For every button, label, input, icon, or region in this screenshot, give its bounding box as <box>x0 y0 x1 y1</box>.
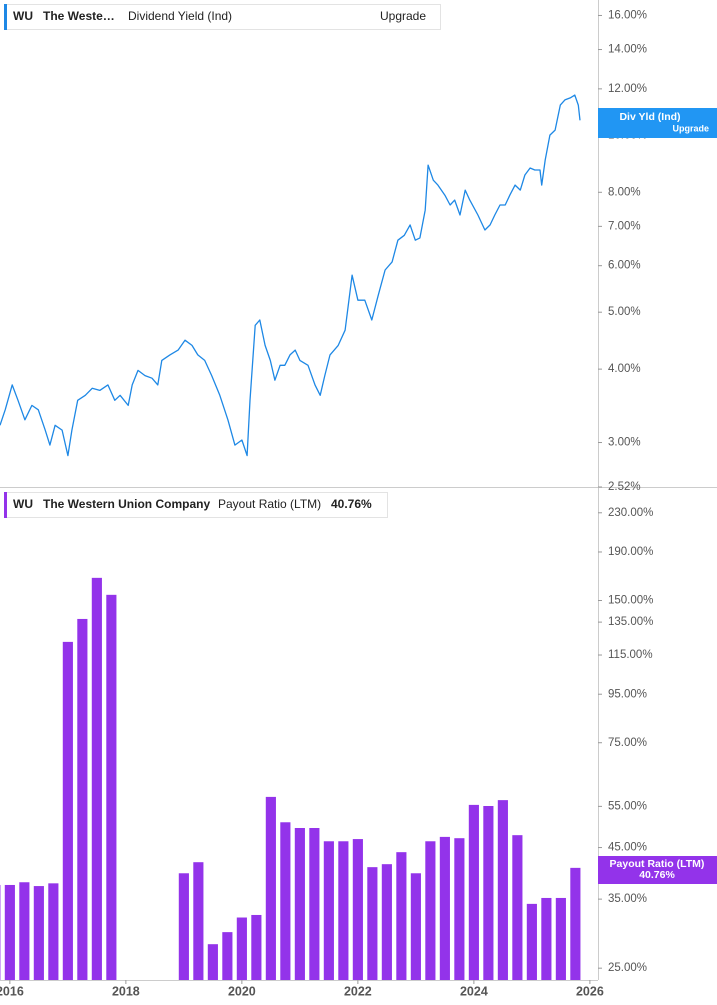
bar <box>48 883 59 980</box>
x-tick-label: 2024 <box>460 984 488 998</box>
badge-top: Div Yld (Ind) Upgrade <box>598 108 717 138</box>
y-tick-label: 150.00% <box>608 595 653 607</box>
y-tick-label: 3.00% <box>608 437 641 449</box>
legend-entry: Payout Ratio (LTM) <box>218 497 321 511</box>
bar <box>396 852 407 980</box>
badge-label: Div Yld (Ind) <box>619 111 680 123</box>
badge-value: 40.76% <box>639 869 675 881</box>
bar <box>106 594 117 980</box>
x-tick-label: 2022 <box>344 984 372 998</box>
bar <box>294 827 305 980</box>
bar <box>4 884 15 980</box>
bar <box>352 839 363 980</box>
bar <box>483 806 494 980</box>
upgrade-link[interactable]: Upgrade <box>380 9 426 23</box>
y-tick-label: 55.00% <box>608 800 647 812</box>
badge-bg <box>598 108 717 138</box>
bar <box>62 641 73 980</box>
x-tick-label: 2020 <box>228 984 256 998</box>
bar <box>309 827 320 980</box>
bar <box>454 838 465 980</box>
bar <box>497 800 508 980</box>
legend-value: 40.76% <box>331 497 372 511</box>
bar <box>323 841 334 980</box>
y-tick-label: 8.00% <box>608 186 641 198</box>
bar <box>526 903 537 980</box>
bar <box>541 897 552 980</box>
badge-upgrade[interactable]: Upgrade <box>672 123 709 133</box>
badge-bottom: Payout Ratio (LTM) 40.76% <box>598 856 717 884</box>
y-tick-label: 75.00% <box>608 737 647 749</box>
y-tick-label: 230.00% <box>608 507 653 519</box>
bar <box>33 886 44 980</box>
bar <box>468 804 479 980</box>
y-tick-label: 6.00% <box>608 260 641 272</box>
bar <box>410 873 421 980</box>
bar <box>91 577 102 980</box>
bar <box>178 873 189 980</box>
badge-label: Payout Ratio (LTM) <box>610 858 705 870</box>
bar <box>19 882 30 980</box>
bar <box>193 862 204 980</box>
bar <box>338 841 349 980</box>
legend-box <box>4 492 388 518</box>
legend-swatch <box>4 4 7 30</box>
y-tick-label: 190.00% <box>608 546 653 558</box>
y-tick-label: 135.00% <box>608 616 653 628</box>
bar <box>367 867 378 980</box>
y-tick-label: 14.00% <box>608 44 647 56</box>
y-tick-label: 35.00% <box>608 893 647 905</box>
y-tick-label: 4.00% <box>608 363 641 375</box>
ticker: WU <box>13 497 33 511</box>
y-tick-label: 7.00% <box>608 220 641 232</box>
legend-swatch <box>4 492 7 518</box>
legend-bottom: WU The Western Union Company Payout Rati… <box>4 492 388 518</box>
y-tick-label: 115.00% <box>608 649 653 661</box>
bar <box>280 822 291 980</box>
plot-area <box>0 577 581 980</box>
y-tick-label: 2.52% <box>608 481 641 493</box>
bar <box>265 796 276 980</box>
company: The Weste… <box>43 9 115 23</box>
bar <box>207 944 218 980</box>
x-tick-label: 2026 <box>576 984 604 998</box>
y-tick-label: 12.00% <box>608 83 647 95</box>
bar <box>425 841 436 980</box>
legend-entry: Dividend Yield (Ind) <box>128 9 232 23</box>
bar <box>222 932 233 980</box>
bar <box>570 867 581 980</box>
bar <box>555 897 566 980</box>
line <box>0 94 581 457</box>
legend-top: WU The Weste… Dividend Yield (Ind) Upgra… <box>4 4 441 30</box>
y-tick-label: 16.00% <box>608 9 647 21</box>
bar <box>439 836 450 980</box>
ticker: WU <box>13 9 33 23</box>
bar <box>381 864 392 980</box>
badge-bg <box>598 856 717 884</box>
y-tick-label: 95.00% <box>608 688 647 700</box>
bar <box>77 618 88 980</box>
bar <box>236 917 247 980</box>
legend-box <box>4 4 441 30</box>
plot-area <box>0 94 581 457</box>
y-tick-label: 45.00% <box>608 842 647 854</box>
bar <box>251 914 262 980</box>
company: The Western Union Company <box>43 497 210 511</box>
bar <box>512 835 523 980</box>
y-tick-label: 5.00% <box>608 306 641 318</box>
plots <box>0 94 581 980</box>
y-tick-label: 25.00% <box>608 962 647 974</box>
x-tick-label: 2018 <box>112 984 140 998</box>
x-tick-label: 2016 <box>0 984 24 998</box>
